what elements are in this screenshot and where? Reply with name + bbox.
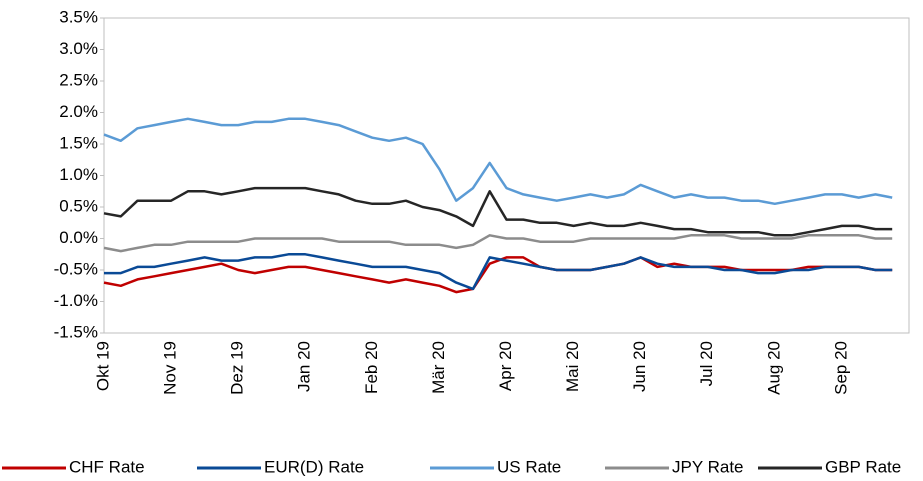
x-tick-label: Sep 20 [831,341,850,395]
y-tick-label: 0.5% [59,196,98,215]
plot-frame [103,17,910,334]
series-line [103,234,893,253]
series-line [103,117,893,206]
y-tick-label: -1.5% [54,322,98,341]
x-tick-label: Jun 20 [630,341,649,392]
y-tick-label: 1.5% [59,133,98,152]
y-tick-label: 3.5% [59,7,98,26]
legend-label: CHF Rate [69,457,145,476]
y-tick-label: -0.5% [54,259,98,278]
x-tick-label: Apr 20 [496,341,515,391]
legend-label: JPY Rate [672,457,744,476]
x-tick-label: Nov 19 [161,341,180,395]
x-tick-label: Feb 20 [362,341,381,394]
x-tick-label: Jan 20 [295,341,314,392]
y-tick-label: 0.0% [59,228,98,247]
x-tick-label: Aug 20 [764,341,783,395]
x-tick-label: Jul 20 [697,341,716,386]
legend-label: GBP Rate [825,457,901,476]
y-tick-label: 3.0% [59,39,98,58]
series-line [103,186,893,237]
series-line [104,253,893,291]
x-tick-label: Okt 19 [93,341,112,391]
series-line [103,256,893,294]
legend-label: EUR(D) Rate [264,457,364,476]
x-tick-label: Mai 20 [563,341,582,392]
y-tick-label: 1.0% [59,165,98,184]
legend-label: US Rate [497,457,561,476]
y-tick-label: 2.5% [59,70,98,89]
y-tick-label: -1.0% [54,291,98,310]
x-tick-label: Dez 19 [228,341,247,395]
x-tick-label: Mär 20 [429,341,448,394]
y-tick-label: 2.0% [59,102,98,121]
